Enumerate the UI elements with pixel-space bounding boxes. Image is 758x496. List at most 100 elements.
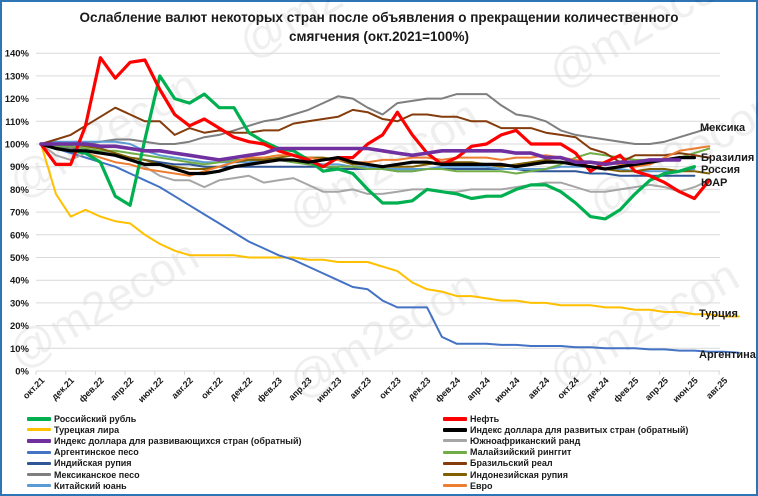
y-tick-label: 50% [10,253,30,264]
legend-swatch-icon [27,484,51,488]
x-tick-label: апр.22 [108,375,135,402]
x-tick-label: июн.25 [671,375,700,404]
series-end-label: Россия [701,164,740,176]
x-tick-label: авг.24 [526,375,551,400]
line-chart: @m2econ@m2econ @m2econ @m2econ@m2econ @m2ec… [0,0,758,409]
legend-item: Индекс доллара для развитых стран (обрат… [443,424,688,435]
legend-swatch-icon [27,416,51,421]
y-tick-label: 90% [10,162,30,173]
legend-item: Бразильский реал [443,458,688,469]
legend-label: Аргентинское песо [54,447,139,458]
series-line [40,93,711,150]
legend-item: Аргентинское песо [27,447,302,458]
x-tick-label: дек.21 [49,375,76,402]
series-line [39,142,697,176]
x-tick-label: авг.25 [704,375,729,400]
x-tick-label: окт.21 [21,375,47,401]
legend-label: Индонезийская рупия [470,469,568,480]
chart-legend: Российский рубль Турецкая лира Индекс долл… [0,410,758,492]
legend-label: Евро [470,480,493,491]
series-line [40,106,711,164]
legend-label: Индекс доллара для развивающихся стран (… [54,435,302,446]
series-end-label: Турция [699,308,738,320]
x-tick-label: авг.22 [170,375,195,400]
y-tick-label: 140% [5,49,30,60]
y-tick-label: 20% [10,321,30,332]
x-tick-label: апр.24 [465,375,492,402]
x-tick-label: фев.22 [77,375,106,404]
y-tick-label: 40% [10,276,30,287]
legend-swatch-icon [27,450,51,454]
chart-title-line1: Ослабление валют некоторых стран после о… [79,10,679,25]
y-tick-label: 10% [10,344,30,355]
watermark-text: @m2econ [229,0,437,69]
chart-title: Ослабление валют некоторых стран после о… [0,8,758,46]
x-tick-label: фев.24 [433,375,462,404]
legend-swatch-icon [443,416,467,421]
legend-column-right: Нефть Индекс доллара для развитых стран (… [443,413,688,491]
series-line [39,142,682,167]
x-axis: окт.21 дек.21 фев.22 апр.22 июн.22 авг.22 окт.… [21,371,730,404]
series-end-label: Аргентина [699,349,757,361]
x-tick-label: фев.25 [612,375,641,404]
legend-label: Малайзийский ринггит [470,447,572,458]
x-tick-label: окт.23 [377,375,403,401]
series-end-label: Мексика [700,122,746,134]
legend-swatch-icon [443,473,467,477]
legend-item: Мексиканское песо [27,469,302,480]
y-tick-label: 0% [15,367,29,378]
chart-title-line2: смягчения (окт.2021=100%) [288,29,470,44]
series-line [40,143,740,318]
legend-label: Российский рубль [54,413,137,424]
legend-item: Малайзийский ринггит [443,447,688,458]
legend-item: Южноафриканский ранд [443,435,688,446]
legend-label: Мексиканское песо [54,469,140,480]
legend-swatch-icon [27,438,51,443]
legend-label: Индекс доллара для развитых стран (обрат… [470,424,689,435]
legend-item: Турецкая лира [27,424,302,435]
legend-label: Бразильский реал [470,458,553,469]
x-tick-label: окт.22 [199,375,225,401]
legend-swatch-icon [443,450,467,454]
legend-swatch-icon [27,473,51,477]
legend-label: Турецкая лира [54,424,120,435]
legend-swatch-icon [27,461,51,465]
watermark-layer: @m2econ@m2econ @m2econ @m2econ@m2econ @m2ec… [0,0,758,409]
y-tick-label: 100% [5,140,30,151]
legend-item: Российский рубль [27,413,302,424]
series-line [40,143,711,195]
x-tick-label: фев.23 [255,375,284,404]
x-tick-label: июн.22 [136,375,165,404]
legend-swatch-icon [443,461,467,465]
series-line [40,143,740,354]
legend-item: Индекс доллара для развивающихся стран (… [27,435,302,446]
series-line [40,143,711,175]
legend-item: Китайский юань [27,480,302,491]
legend-item: Евро [443,480,688,491]
y-tick-label: 110% [5,117,29,128]
legend-column-left: Российский рубль Турецкая лира Индекс долл… [27,413,302,491]
legend-item: Индийская рупия [27,458,302,469]
x-tick-label: дек.22 [228,375,255,402]
x-tick-label: июн.24 [493,375,522,404]
legend-item: Нефть [443,413,688,424]
y-tick-label: 120% [5,94,30,105]
series-end-label: ЮАР [701,177,727,189]
legend-swatch-icon [443,427,467,432]
legend-label: Нефть [470,413,500,424]
y-tick-label: 130% [5,71,30,82]
x-tick-label: апр.25 [643,375,670,402]
legend-swatch-icon [443,484,467,488]
legend-swatch-icon [27,428,51,432]
watermark-text: @m2econ [539,0,747,99]
y-tick-label: 30% [10,298,30,309]
legend-swatch-icon [443,439,467,443]
y-tick-label: 70% [10,208,30,219]
legend-label: Индийская рупия [54,458,132,469]
legend-label: Южноафриканский ранд [470,435,581,446]
y-tick-label: 80% [10,185,30,196]
y-axis: 0% 10% 20% 30% 40% 50% 60% 70% 80% 90% 100% 110% 120… [5,49,30,378]
data-series [39,56,740,354]
x-tick-label: дек.23 [406,375,433,402]
